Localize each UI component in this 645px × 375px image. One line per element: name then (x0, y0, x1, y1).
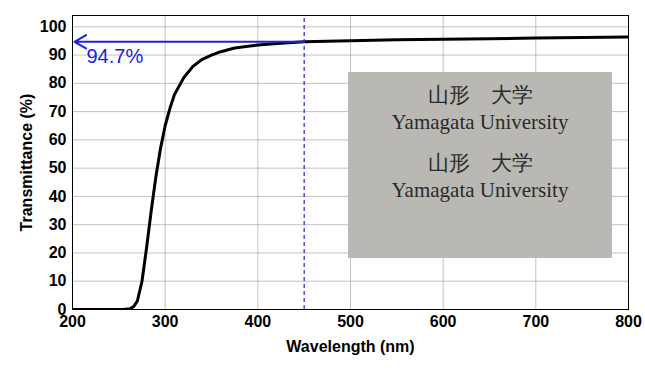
html-text:Yamagata University: Yamagata University (391, 178, 569, 202)
svg-text:100: 100 (40, 18, 67, 35)
svg-text:40: 40 (49, 188, 67, 205)
svg-text:600: 600 (430, 313, 457, 330)
svg-text:800: 800 (615, 313, 642, 330)
svg-text:0: 0 (58, 301, 67, 318)
svg-text:80: 80 (49, 74, 67, 91)
html-text:Yamagata University: Yamagata University (391, 110, 569, 134)
html-text:山形 大学: 山形 大学 (427, 83, 533, 107)
svg-text:70: 70 (49, 103, 67, 120)
svg-text:50: 50 (49, 159, 67, 176)
svg-text:300: 300 (152, 313, 179, 330)
svg-text:500: 500 (337, 313, 364, 330)
svg-text:10: 10 (49, 272, 67, 289)
svg-text:20: 20 (49, 244, 67, 261)
svg-text:Wavelength (nm): Wavelength (nm) (286, 338, 414, 355)
svg-text:200: 200 (59, 312, 86, 330)
svg-text:Transmittance (%): Transmittance (%) (18, 94, 35, 232)
svg-text:94.7%: 94.7% (87, 45, 144, 67)
html-text:山形 大学: 山形 大学 (427, 151, 533, 175)
svg-text:60: 60 (49, 131, 67, 148)
svg-text:700: 700 (522, 313, 549, 330)
svg-text:30: 30 (49, 216, 67, 233)
svg-text:90: 90 (49, 46, 67, 63)
svg-text:400: 400 (244, 313, 271, 330)
